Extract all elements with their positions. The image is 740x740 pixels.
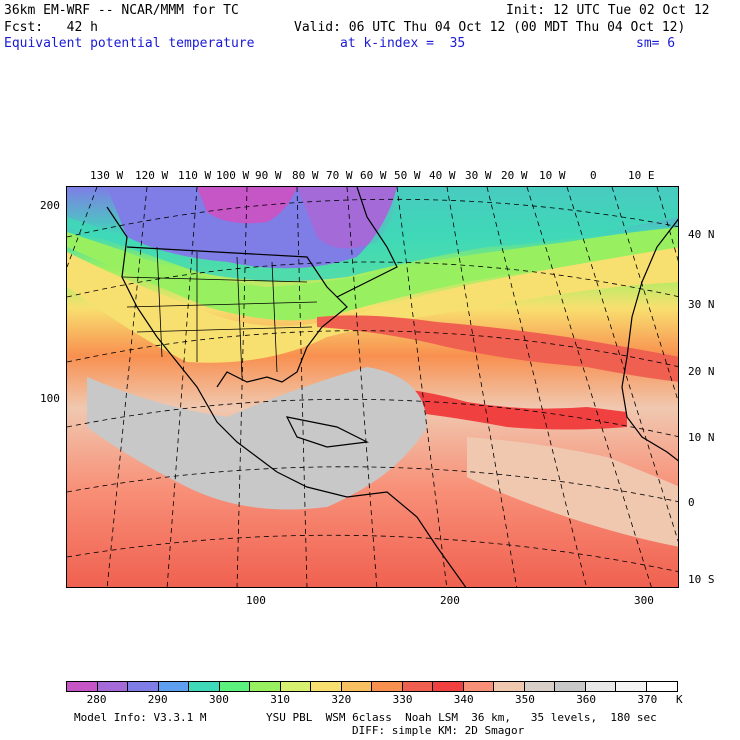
colorbar-swatch bbox=[280, 682, 311, 691]
longitude-label: 90 W bbox=[255, 169, 282, 182]
longitude-label: 120 W bbox=[135, 169, 169, 182]
longitude-label: 10 W bbox=[539, 169, 566, 182]
longitude-label: 30 W bbox=[465, 169, 492, 182]
colorbar-tick-label: 310 bbox=[270, 693, 291, 706]
cold-region-east bbox=[297, 187, 397, 249]
latitude-label: 10 S bbox=[688, 573, 715, 586]
graticule bbox=[67, 187, 678, 587]
cool-band bbox=[67, 187, 678, 281]
colorbar-swatch bbox=[158, 682, 189, 691]
longitude-label: 70 W bbox=[326, 169, 353, 182]
colorbar-tick-label: 320 bbox=[331, 693, 352, 706]
colorbar-swatch bbox=[67, 682, 98, 691]
init-time: Init: 12 UTC Tue 02 Oct 12 bbox=[506, 3, 710, 18]
physics-line-2: DIFF: simple KM: 2D Smagor bbox=[352, 724, 525, 737]
colorbar-swatch bbox=[341, 682, 372, 691]
longitude-label: 110 W bbox=[178, 169, 212, 182]
colorbar-tick-label: 290 bbox=[147, 693, 168, 706]
tropical-dry bbox=[467, 437, 678, 547]
left-grid-label-200: 200 bbox=[40, 199, 60, 212]
forecast-hour: Fcst: 42 h bbox=[4, 20, 98, 35]
colorbar-swatch bbox=[311, 682, 342, 691]
colorbar-swatch bbox=[433, 682, 464, 691]
longitude-label: 130 W bbox=[90, 169, 124, 182]
smoothing-label: sm= 6 bbox=[636, 36, 676, 51]
colorbar-tick-label: 330 bbox=[392, 693, 413, 706]
political-borders bbox=[121, 246, 318, 378]
longitude-label: 50 W bbox=[394, 169, 421, 182]
latitude-label: 40 N bbox=[688, 228, 715, 241]
colorbar bbox=[66, 681, 678, 692]
moist-band bbox=[317, 315, 678, 382]
model-title: 36km EM-WRF -- NCAR/MMM for TC bbox=[4, 3, 239, 18]
coastlines bbox=[106, 187, 678, 587]
colorbar-swatch bbox=[585, 682, 616, 691]
colorbar-swatch bbox=[463, 682, 494, 691]
longitude-label: 80 W bbox=[292, 169, 319, 182]
latitude-label: 20 N bbox=[688, 365, 715, 378]
colorbar-swatch bbox=[616, 682, 647, 691]
colorbar-swatch bbox=[494, 682, 525, 691]
colorbar-swatch bbox=[402, 682, 433, 691]
map-panel bbox=[66, 186, 679, 588]
colorbar-tick-label: 360 bbox=[576, 693, 597, 706]
colorbar-swatch bbox=[555, 682, 586, 691]
colorbar-swatch bbox=[189, 682, 220, 691]
level-label: at k-index = 35 bbox=[340, 36, 466, 51]
longitude-label: 60 W bbox=[360, 169, 387, 182]
longitude-label: 100 W bbox=[216, 169, 250, 182]
left-grid-label-100: 100 bbox=[40, 392, 60, 405]
colorbar-swatch bbox=[646, 682, 677, 691]
valid-time: Valid: 06 UTC Thu 04 Oct 12 (00 MDT Thu … bbox=[294, 20, 686, 35]
colorbar-unit: K bbox=[676, 693, 683, 706]
latitude-label: 10 N bbox=[688, 431, 715, 444]
colorbar-swatch bbox=[128, 682, 159, 691]
warm-band bbox=[67, 247, 678, 363]
colorbar-tick-label: 300 bbox=[209, 693, 229, 706]
latitude-label: 0 bbox=[688, 496, 695, 509]
colorbar-swatch bbox=[250, 682, 281, 691]
model-info: Model Info: V3.3.1 M bbox=[74, 711, 207, 724]
longitude-label: 0 bbox=[590, 169, 597, 182]
theta-e-field-map bbox=[67, 187, 678, 587]
colorbar-tick-label: 280 bbox=[86, 693, 107, 706]
latitude-label: 30 N bbox=[688, 298, 715, 311]
colorbar-tick-label: 370 bbox=[637, 693, 658, 706]
dry-region bbox=[87, 367, 427, 510]
colorbar-swatch bbox=[372, 682, 403, 691]
colorbar-swatch bbox=[524, 682, 555, 691]
mild-band bbox=[67, 227, 678, 321]
colorbar-swatch bbox=[97, 682, 128, 691]
field-name: Equivalent potential temperature bbox=[4, 36, 255, 51]
colorbar-swatch bbox=[219, 682, 250, 691]
physics-line-1: YSU PBL WSM 6class Noah LSM 36 km, 35 le… bbox=[266, 711, 657, 724]
longitude-label: 20 W bbox=[501, 169, 528, 182]
colorbar-tick-label: 340 bbox=[453, 693, 474, 706]
bottom-grid-label-200: 200 bbox=[440, 594, 460, 607]
coldest-region bbox=[197, 187, 297, 224]
bottom-grid-label-100: 100 bbox=[246, 594, 266, 607]
longitude-label: 10 E bbox=[628, 169, 655, 182]
bottom-grid-label-300: 300 bbox=[634, 594, 654, 607]
colorbar-tick-label: 350 bbox=[515, 693, 535, 706]
longitude-label: 40 W bbox=[429, 169, 456, 182]
